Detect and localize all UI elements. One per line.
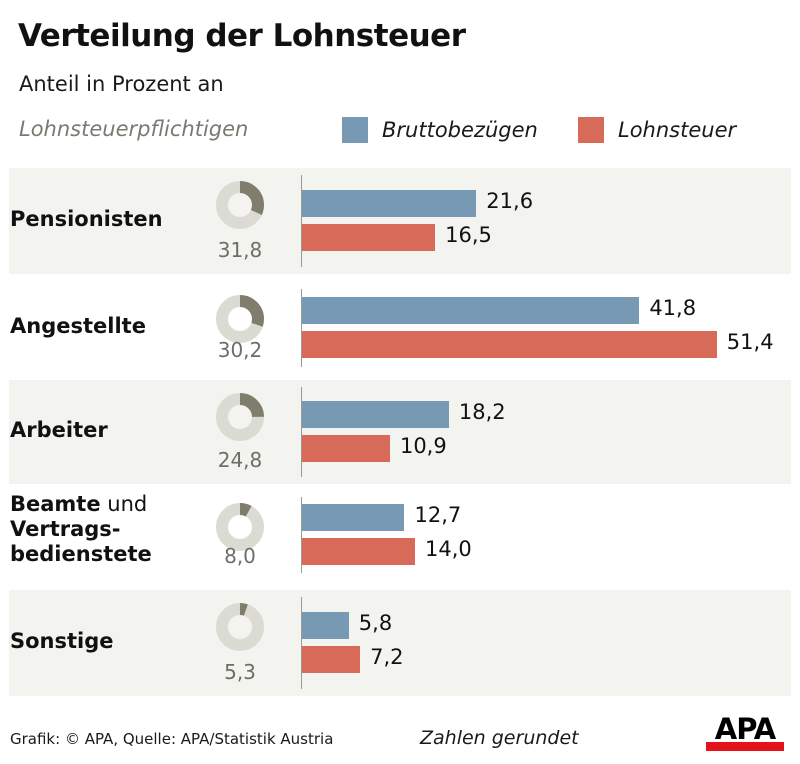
bar-value-label: 14,0: [424, 537, 472, 561]
legend-label-lohnsteuer: Lohnsteuer: [618, 118, 737, 142]
bar-lohnsteuer: [302, 331, 717, 358]
bar-lohnsteuer: [302, 646, 361, 673]
bar-value-label: 16,5: [445, 223, 492, 247]
share-donut: [216, 393, 264, 441]
bar-axis-line: [301, 175, 302, 267]
donut-slice: [216, 503, 264, 551]
category-label-line: bedienstete: [10, 542, 152, 566]
bar-value-label: 41,8: [649, 296, 697, 320]
donut-value-label: 5,3: [224, 660, 256, 684]
category-label-bold: Beamte: [10, 492, 101, 516]
bar-bruttobezuege: [302, 504, 405, 531]
bar-axis-line: [301, 289, 302, 367]
donut-legend-label: Lohnsteuerpflichtigen: [19, 117, 249, 141]
legend-item-bruttobezuege: Bruttobezügen: [342, 117, 538, 143]
legend-swatch-bruttobezuege: [342, 117, 368, 143]
donut-slice: [216, 603, 264, 651]
bar-bruttobezuege: [302, 190, 477, 217]
bar-axis-line: [301, 387, 302, 477]
footer-note: Zahlen gerundet: [420, 727, 579, 749]
legend-label-bruttobezuege: Bruttobezügen: [382, 118, 538, 142]
donut-slice: [216, 393, 264, 441]
donut-slice: [216, 181, 264, 229]
apa-logo: APA: [706, 712, 784, 751]
apa-logo-text: APA: [714, 712, 776, 746]
chart-title: Verteilung der Lohnsteuer: [18, 18, 466, 54]
bar-value-label: 18,2: [458, 400, 506, 424]
category-label: Pensionisten: [10, 207, 163, 232]
share-donut: [216, 603, 264, 651]
category-label: Angestellte: [10, 314, 146, 339]
category-band: [9, 590, 791, 696]
category-label-line: Vertrags-: [10, 517, 121, 541]
category-label-bold: Angestellte: [10, 314, 146, 338]
legend-item-lohnsteuer: Lohnsteuer: [578, 117, 736, 143]
donut-value-label: 31,8: [217, 238, 263, 262]
category-label-bold: Sonstige: [10, 629, 114, 653]
bar-axis-line: [301, 497, 302, 573]
donut-value-label: 8,0: [224, 544, 256, 568]
bar-axis-line: [301, 597, 302, 689]
donut-value-label: 24,8: [217, 448, 263, 472]
bar-lohnsteuer: [302, 224, 436, 251]
category-label: Sonstige: [10, 629, 114, 654]
category-label-bold: Arbeiter: [10, 418, 108, 442]
donut-value-label: 30,2: [217, 338, 263, 362]
donut-slice: [216, 295, 264, 343]
category-label: Arbeiter: [10, 418, 108, 443]
bar-value-label: 5,8: [358, 611, 393, 635]
bar-bruttobezuege: [302, 297, 640, 324]
footer-source: Grafik: © APA, Quelle: APA/Statistik Aus…: [10, 730, 334, 748]
chart-subtitle: Anteil in Prozent an: [19, 72, 224, 96]
bar-value-label: 21,6: [486, 189, 534, 213]
bar-value-label: 7,2: [370, 645, 404, 669]
bar-value-label: 51,4: [726, 330, 774, 354]
share-donut: [216, 295, 264, 343]
bar-value-label: 12,7: [414, 503, 462, 527]
category-band: [9, 380, 791, 484]
bar-bruttobezuege: [302, 612, 349, 639]
bar-lohnsteuer: [302, 538, 415, 565]
bar-bruttobezuege: [302, 401, 449, 428]
category-label: Beamte und Vertrags-bedienstete: [10, 492, 152, 567]
category-band: [9, 168, 791, 274]
bar-lohnsteuer: [302, 435, 390, 462]
apa-logo-bar: [706, 742, 784, 751]
share-donut: [216, 181, 264, 229]
share-donut: [216, 503, 264, 551]
bar-value-label: 10,9: [399, 434, 447, 458]
category-label-bold: Pensionisten: [10, 207, 163, 231]
legend-swatch-lohnsteuer: [578, 117, 604, 143]
category-label-normal: und: [100, 492, 148, 516]
